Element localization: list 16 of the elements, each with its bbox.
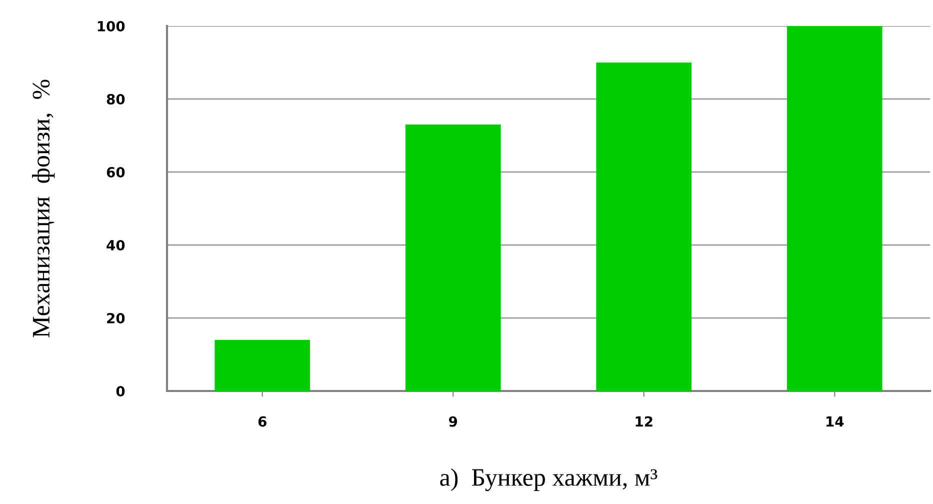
- x-tick-label: 12: [636, 416, 652, 427]
- y-axis-title: Механизация фоизи, %: [32, 80, 55, 338]
- bar: [405, 124, 501, 391]
- y-tick-label: 100: [98, 20, 125, 32]
- x-tick-label: 9: [449, 416, 458, 427]
- x-axis-title: а) Бункер хажми, м³: [440, 468, 658, 492]
- y-tick-label: 0: [116, 386, 125, 396]
- x-tick-label: 14: [826, 416, 844, 427]
- y-tick-label: 40: [106, 240, 125, 250]
- y-tick-label: 80: [106, 94, 125, 104]
- bar: [214, 340, 310, 391]
- x-tick-label: 6: [258, 416, 266, 427]
- y-tick-label: 60: [106, 166, 125, 178]
- y-tick-label: 20: [107, 312, 125, 324]
- bar: [786, 26, 882, 391]
- bar: [596, 62, 692, 391]
